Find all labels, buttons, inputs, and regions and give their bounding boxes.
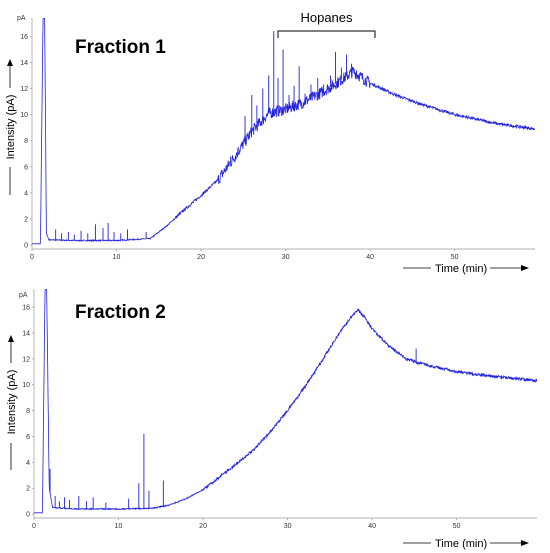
x-ticks: 0 10 20 30 40 50 xyxy=(32,518,461,530)
x-tick-label: 10 xyxy=(113,254,121,261)
y-axis-title: Intensity (pA) xyxy=(5,59,17,195)
x-axis-arrowhead xyxy=(521,540,529,546)
x-ticks: 0 10 20 30 40 50 xyxy=(30,249,459,261)
y-axis-label: Intensity (pA) xyxy=(6,370,18,435)
x-axis-label: Time (min) xyxy=(435,538,487,550)
x-tick-label: 10 xyxy=(115,523,123,530)
y-unit-label: pA xyxy=(19,292,28,299)
y-ticks: 0 2 4 6 8 10 12 14 16 xyxy=(20,34,32,250)
x-tick-label: 50 xyxy=(453,523,461,530)
y-tick-label: 16 xyxy=(22,305,30,312)
x-tick-label: 40 xyxy=(368,523,376,530)
y-tick-label: 10 xyxy=(22,382,30,389)
y-tick-label: 6 xyxy=(24,164,28,171)
y-tick-label: 8 xyxy=(24,138,28,145)
x-tick-label: 30 xyxy=(282,254,290,261)
y-unit-label: pA xyxy=(17,15,26,22)
y-axis-title: Intensity (pA) xyxy=(6,335,18,470)
y-axis-label: Intensity (pA) xyxy=(5,95,17,160)
y-axis-arrowhead xyxy=(7,59,13,66)
y-tick-label: 14 xyxy=(22,330,30,337)
y-tick-label: 0 xyxy=(24,243,28,250)
x-axis-title: Time (min) xyxy=(403,263,529,275)
y-tick-label: 8 xyxy=(26,408,30,415)
chromatogram-trace xyxy=(32,18,535,245)
annotation-label: Hopanes xyxy=(300,10,353,25)
y-tick-label: 12 xyxy=(20,86,28,93)
x-axis-label: Time (min) xyxy=(435,263,487,275)
x-tick-label: 0 xyxy=(32,523,36,530)
trace-line xyxy=(34,289,537,514)
annotation-bracket xyxy=(277,30,376,38)
y-tick-label: 14 xyxy=(20,60,28,67)
x-tick-label: 50 xyxy=(451,254,459,261)
panel-title: Fraction 1 xyxy=(75,37,166,58)
x-axis-title: Time (min) xyxy=(403,538,529,550)
y-tick-label: 0 xyxy=(26,512,30,519)
x-axis-arrowhead xyxy=(521,265,529,271)
trace-line xyxy=(32,18,535,245)
y-axis-arrowhead xyxy=(8,335,14,342)
y-tick-label: 2 xyxy=(24,216,28,223)
y-tick-label: 12 xyxy=(22,356,30,363)
y-tick-label: 16 xyxy=(20,34,28,41)
panel-title: Fraction 2 xyxy=(75,302,166,323)
y-ticks: 0 2 4 6 8 10 12 14 16 xyxy=(22,305,34,519)
y-tick-label: 2 xyxy=(26,486,30,493)
y-tick-label: 4 xyxy=(26,460,30,467)
y-tick-label: 6 xyxy=(26,434,30,441)
x-tick-label: 0 xyxy=(30,254,34,261)
hopanes-annotation: Hopanes xyxy=(277,10,376,38)
x-tick-label: 20 xyxy=(197,254,205,261)
x-tick-label: 40 xyxy=(366,254,374,261)
chromatogram-trace xyxy=(34,289,537,514)
x-tick-label: 30 xyxy=(284,523,292,530)
y-tick-label: 4 xyxy=(24,190,28,197)
x-tick-label: 20 xyxy=(199,523,207,530)
y-tick-label: 10 xyxy=(20,112,28,119)
